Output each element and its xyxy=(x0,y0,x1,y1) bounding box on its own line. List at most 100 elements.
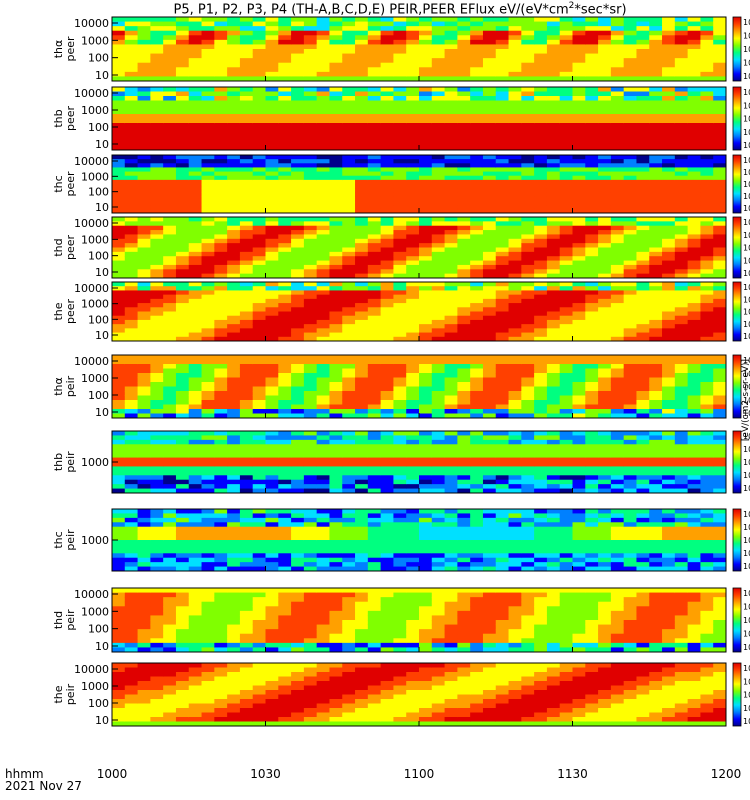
heatmap-cell xyxy=(137,256,151,262)
heatmap-cell xyxy=(482,196,497,202)
heatmap-cell xyxy=(662,167,676,173)
heatmap-cell xyxy=(713,315,727,321)
heatmap-cell xyxy=(419,273,433,279)
heatmap-cell xyxy=(175,457,190,463)
heatmap-cell xyxy=(713,87,727,92)
heatmap-cell xyxy=(431,355,446,360)
heatmap-cell xyxy=(636,171,650,177)
heatmap-cell xyxy=(713,71,727,77)
heatmap-cell xyxy=(329,282,343,287)
heatmap-cell xyxy=(303,484,318,490)
heatmap-cell xyxy=(521,298,535,304)
heatmap-cell xyxy=(662,311,676,317)
heatmap-cell xyxy=(534,315,548,321)
heatmap-cell xyxy=(124,562,139,568)
y-tick-label: 1000 xyxy=(81,298,109,311)
heatmap-cell xyxy=(137,179,151,185)
heatmap-cell xyxy=(291,324,305,329)
heatmap-cell xyxy=(431,269,446,275)
heatmap-cell xyxy=(521,413,535,419)
heatmap-cell xyxy=(636,175,650,181)
heatmap-cell xyxy=(419,373,433,378)
heatmap-cell xyxy=(329,298,343,304)
heatmap-cell xyxy=(406,319,420,325)
heatmap-cell xyxy=(482,290,497,296)
heatmap-cell xyxy=(598,167,612,173)
heatmap-cell xyxy=(175,307,190,312)
heatmap-cell xyxy=(393,184,407,189)
heatmap-cell xyxy=(521,159,535,164)
heatmap-cell xyxy=(482,58,497,64)
heatmap-cell xyxy=(508,21,522,27)
heatmap-cell xyxy=(227,163,241,168)
heatmap-cell xyxy=(406,251,420,257)
heatmap-cell xyxy=(495,192,510,197)
heatmap-cell xyxy=(713,395,727,401)
heatmap-cell xyxy=(112,382,126,387)
heatmap-cell xyxy=(431,364,446,369)
heatmap-cell xyxy=(546,179,561,185)
heatmap-cell xyxy=(598,444,612,450)
heatmap-cell xyxy=(367,391,382,396)
heatmap-cell xyxy=(649,395,663,401)
heatmap-cell xyxy=(252,336,266,342)
heatmap-cell xyxy=(508,359,522,365)
heatmap-cell xyxy=(239,359,254,365)
heatmap-cell xyxy=(406,431,420,436)
heatmap-cell xyxy=(124,475,139,481)
heatmap-cell xyxy=(355,409,369,414)
heatmap-cell xyxy=(124,377,139,383)
heatmap-cell xyxy=(546,269,561,275)
heatmap-cell xyxy=(112,145,126,151)
heatmap-cell xyxy=(201,475,215,481)
heatmap-cell xyxy=(444,132,458,137)
heatmap-cell xyxy=(291,184,305,189)
heatmap-cell xyxy=(674,260,689,266)
heatmap-cell xyxy=(393,71,407,77)
heatmap-cell xyxy=(482,234,497,240)
heatmap-cell xyxy=(495,184,510,189)
heatmap-cell xyxy=(316,225,330,231)
heatmap-cell xyxy=(457,307,471,312)
colorbar-tick-label: 10⁸ xyxy=(743,88,750,97)
heatmap-cell xyxy=(342,91,356,97)
heatmap-cell xyxy=(380,136,394,142)
heatmap-cell xyxy=(137,136,151,142)
heatmap-cell xyxy=(393,62,407,68)
heatmap-cell xyxy=(431,359,446,365)
heatmap-cell xyxy=(662,49,676,55)
heatmap-cell xyxy=(252,196,266,202)
heatmap-cell xyxy=(470,269,484,275)
heatmap-cell xyxy=(585,114,599,119)
heatmap-cell xyxy=(649,359,663,365)
colorbar xyxy=(732,86,742,151)
heatmap-cell xyxy=(214,557,228,563)
heatmap-cell xyxy=(329,328,343,334)
heatmap-cell xyxy=(214,200,228,206)
heatmap-cell xyxy=(559,221,573,227)
heatmap-cell xyxy=(700,453,714,459)
heatmap-cell xyxy=(303,132,318,137)
heatmap-cell xyxy=(636,167,650,173)
heatmap-cell xyxy=(329,132,343,137)
heatmap-cell xyxy=(559,319,573,325)
heatmap-cell xyxy=(355,386,369,392)
heatmap-cell xyxy=(546,457,561,463)
heatmap-cell xyxy=(342,208,356,214)
heatmap-cell xyxy=(227,513,241,519)
heatmap-cell xyxy=(239,517,254,523)
heatmap-cell xyxy=(470,355,484,360)
heatmap-cell xyxy=(367,204,382,210)
heatmap-cell xyxy=(163,448,177,454)
heatmap-cell xyxy=(175,167,190,173)
heatmap-cell xyxy=(534,123,548,128)
heatmap-cell xyxy=(239,30,254,36)
heatmap-cell xyxy=(239,364,254,369)
heatmap-cell xyxy=(201,163,215,168)
heatmap-cell xyxy=(150,431,164,436)
heatmap-cell xyxy=(636,448,650,454)
heatmap-cell xyxy=(521,71,535,77)
heatmap-cell xyxy=(687,30,701,36)
heatmap-cell xyxy=(623,171,637,177)
heatmap-cell xyxy=(150,21,164,27)
